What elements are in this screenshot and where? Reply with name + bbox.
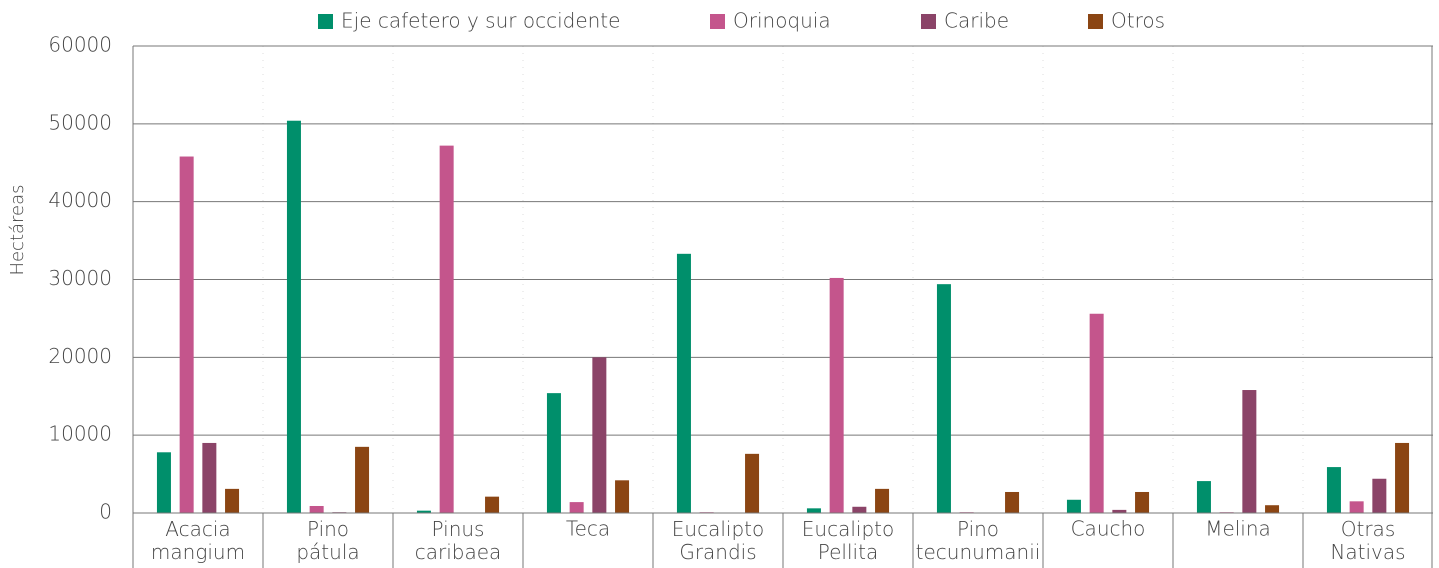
bar <box>1112 509 1127 513</box>
legend-label: Eje cafetero y sur occidente <box>341 9 620 33</box>
bar <box>309 505 324 513</box>
bar <box>286 120 301 513</box>
bar <box>676 253 691 513</box>
bar <box>179 156 194 514</box>
x-tick-label: Pinus caribaea <box>415 517 502 564</box>
bar <box>1196 481 1211 513</box>
legend-swatch <box>318 14 333 29</box>
x-tick-label: Caucho <box>1071 517 1146 541</box>
bar <box>416 510 431 513</box>
bar <box>745 453 760 513</box>
y-tick-label: 10000 <box>48 422 112 446</box>
y-tick-label: 0 <box>99 500 112 524</box>
bar <box>439 145 454 514</box>
bar <box>829 277 844 513</box>
bar <box>569 502 584 513</box>
y-tick-label: 20000 <box>48 344 112 368</box>
bar <box>615 480 630 513</box>
y-tick-label: 30000 <box>48 266 112 290</box>
bar <box>1135 491 1150 513</box>
bar <box>156 452 171 513</box>
bar <box>852 506 867 513</box>
bar <box>1265 505 1280 513</box>
bar <box>225 488 240 513</box>
x-tick-label: Otras Nativas <box>1330 517 1405 564</box>
legend-swatch <box>710 14 725 29</box>
bar <box>1066 499 1081 513</box>
x-tick-label: Pino tecunumanii <box>916 517 1041 564</box>
bar <box>202 442 217 513</box>
x-tick-label: Teca <box>566 517 610 541</box>
y-tick-label: 60000 <box>48 33 112 57</box>
legend-swatch <box>1088 14 1103 29</box>
y-axis-label: Hectáreas <box>7 184 28 275</box>
bar <box>1005 491 1020 513</box>
bar <box>1372 478 1387 513</box>
bar <box>1349 501 1364 513</box>
bar <box>546 393 561 513</box>
x-tick-label: Pino pátula <box>296 517 359 564</box>
legend-label: Orinoquia <box>733 9 831 33</box>
x-tick-label: Acacia mangium <box>151 517 245 564</box>
y-tick-label: 40000 <box>48 188 112 212</box>
bar <box>1242 390 1257 513</box>
bar <box>806 508 821 513</box>
x-tick-label: Melina <box>1205 517 1271 541</box>
bar <box>1395 442 1410 513</box>
bar <box>936 284 951 513</box>
x-tick-label: Eucalipto Grandis <box>672 517 764 564</box>
x-tick-label: Eucalipto Pellita <box>802 517 894 564</box>
bar <box>875 488 890 513</box>
bar <box>355 446 370 513</box>
bar <box>1089 313 1104 513</box>
y-tick-label: 50000 <box>48 110 112 134</box>
bar <box>592 357 607 513</box>
legend-swatch <box>921 14 936 29</box>
bar <box>1326 467 1341 513</box>
bar <box>485 496 500 513</box>
legend-label: Otros <box>1111 9 1165 33</box>
legend-label: Caribe <box>944 9 1009 33</box>
